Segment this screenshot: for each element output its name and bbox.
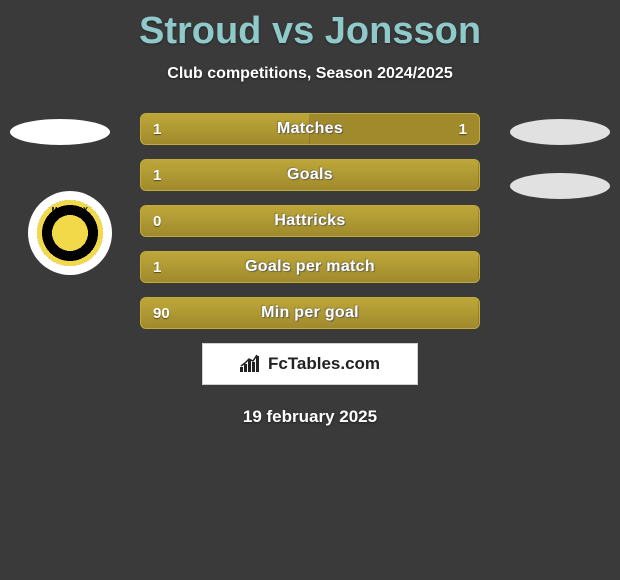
- stat-bars: 1 Matches 1 1 Goals 0 Hattricks 1 Goals …: [140, 113, 480, 329]
- stat-label: Matches: [141, 120, 479, 138]
- bar-chart-icon: [240, 354, 262, 374]
- player-right-placeholder-1: [510, 119, 610, 145]
- stat-label: Min per goal: [141, 304, 479, 322]
- stat-row-goals-per-match: 1 Goals per match: [140, 251, 480, 283]
- club-badge: MJÄLLBY AIF: [28, 191, 112, 275]
- club-badge-inner: MJÄLLBY AIF: [37, 200, 103, 266]
- player-right-placeholder-2: [510, 173, 610, 199]
- brand-box[interactable]: FcTables.com: [202, 343, 418, 385]
- stat-row-matches: 1 Matches 1: [140, 113, 480, 145]
- club-badge-top-text: MJÄLLBY: [52, 207, 89, 214]
- stat-row-min-per-goal: 90 Min per goal: [140, 297, 480, 329]
- comparison-panel: MJÄLLBY AIF 1 Matches 1 1 Goals 0 Hattri…: [0, 113, 620, 427]
- stat-row-hattricks: 0 Hattricks: [140, 205, 480, 237]
- stat-right-value: 1: [459, 121, 467, 138]
- page-title: Stroud vs Jonsson: [0, 0, 620, 53]
- date-label: 19 february 2025: [0, 407, 620, 427]
- stat-row-goals: 1 Goals: [140, 159, 480, 191]
- club-badge-bottom-text: AIF: [64, 251, 75, 258]
- stat-label: Hattricks: [141, 212, 479, 230]
- stat-label: Goals: [141, 166, 479, 184]
- subtitle: Club competitions, Season 2024/2025: [0, 65, 620, 83]
- brand-text: FcTables.com: [268, 354, 380, 374]
- player-left-placeholder: [10, 119, 110, 145]
- stat-label: Goals per match: [141, 258, 479, 276]
